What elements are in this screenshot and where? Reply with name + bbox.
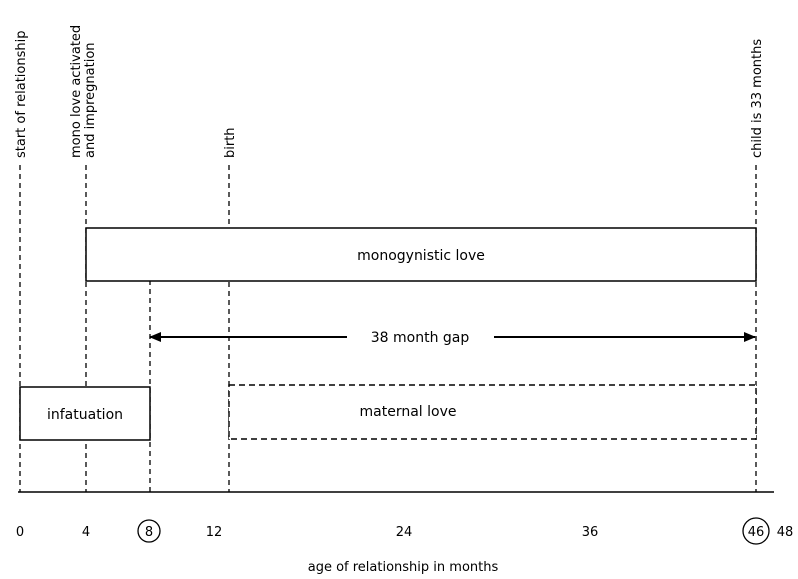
infatuation-label: infatuation [47,407,123,423]
child-33-months-label: child is 33 months [750,39,765,158]
gap-arrow: 38 month gap [149,330,756,346]
event-labels: start of relationship mono love activate… [14,25,765,158]
tick-8-circle [137,519,161,543]
maternal-love-box: maternal love [228,384,757,440]
start-label: start of relationship [14,31,29,159]
mono-love-label-line1: mono love activated [69,25,84,158]
axis-ticks: 0 4 8 12 24 36 46 48 [16,517,794,545]
gap-label: 38 month gap [371,330,470,346]
tick-8: 8 [145,525,153,540]
tick-4: 4 [82,525,90,540]
tick-46: 46 [748,525,765,540]
tick-0: 0 [16,525,24,540]
tick-24: 24 [396,525,413,540]
tick-48: 48 [777,525,794,540]
tick-12: 12 [206,525,223,540]
event-lines [19,165,757,492]
maternal-love-label: maternal love [360,404,457,420]
tick-36: 36 [582,525,599,540]
monogynistic-love-label: monogynistic love [357,248,485,264]
birth-label: birth [223,127,238,158]
infatuation-box: infatuation [19,386,151,441]
tick-46-circle [742,517,770,545]
axis-title: age of relationship in months [308,560,499,575]
mono-love-label-line2: and impregnation [83,42,98,158]
monogynistic-love-box: monogynistic love [85,227,757,282]
